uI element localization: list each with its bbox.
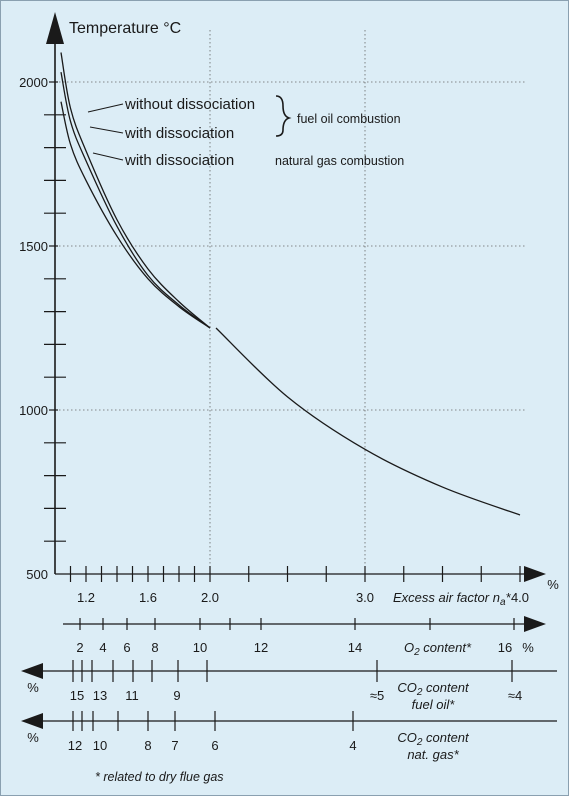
series-line-1 bbox=[60, 72, 211, 329]
footnote: * related to dry flue gas bbox=[95, 770, 224, 784]
legend: without dissociation with dissociation w… bbox=[87, 95, 404, 169]
leader-line-2 bbox=[89, 126, 124, 134]
y-tick-label-2000: 2000 bbox=[19, 75, 48, 90]
o2-tick-label-3: 8 bbox=[151, 640, 158, 655]
co2-gas-axis-unit: % bbox=[27, 730, 39, 745]
o2-tick-label-5: 12 bbox=[254, 640, 268, 655]
co2o-tick-label-1: 13 bbox=[93, 688, 107, 703]
co2-gas-label-b: content bbox=[422, 730, 470, 745]
series-line-2 bbox=[60, 101, 211, 329]
legend-with-dissociation-oil: with dissociation bbox=[124, 125, 234, 142]
legend-brace bbox=[275, 95, 292, 137]
co2g-tick-label-2: 8 bbox=[144, 738, 151, 753]
legend-without-dissociation: without dissociation bbox=[124, 96, 255, 113]
co2-gas-axis-title-line2: nat. gas* bbox=[407, 747, 459, 762]
excess-air-label-sub: a bbox=[500, 597, 506, 608]
co2-gas-axis: 12 10 8 7 6 4 % CO2 content nat. gas* bbox=[21, 711, 557, 762]
o2-axis-tick-labels: 2 4 6 8 10 12 14 16 bbox=[76, 640, 512, 655]
co2o-tick-label-0: 15 bbox=[70, 688, 84, 703]
y-tick-label-1500: 1500 bbox=[19, 239, 48, 254]
y-axis-ticks: 500 1000 1500 2000 bbox=[19, 75, 66, 582]
o2-tick-label-0: 2 bbox=[76, 640, 83, 655]
o2-tick-label-7: 16 bbox=[498, 640, 512, 655]
excess-air-axis-tick-labels: 1.2 1.6 2.0 3.0 4.0 bbox=[77, 590, 529, 605]
co2o-tick-label-3: 9 bbox=[173, 688, 180, 703]
co2g-tick-label-3: 7 bbox=[171, 738, 178, 753]
co2-gas-label-a: CO bbox=[397, 730, 417, 745]
co2-oil-label-b: content bbox=[422, 680, 470, 695]
co2-oil-axis-title-line2: fuel oil* bbox=[412, 697, 456, 712]
ea-tick-label-3: 3.0 bbox=[356, 590, 374, 605]
co2g-tick-label-5: 4 bbox=[349, 738, 356, 753]
o2-tick-label-4: 10 bbox=[193, 640, 207, 655]
o2-label-suffix: content* bbox=[420, 640, 472, 655]
ea-tick-label-2: 2.0 bbox=[201, 590, 219, 605]
co2g-tick-label-0: 12 bbox=[68, 738, 82, 753]
co2-oil-axis: 15 13 11 9 ≈5 ≈4 % CO2 content fuel oil* bbox=[21, 660, 557, 712]
excess-air-axis-arrow bbox=[524, 566, 546, 582]
co2g-tick-label-4: 6 bbox=[211, 738, 218, 753]
o2-axis-unit: % bbox=[522, 640, 534, 655]
co2-gas-axis-arrow bbox=[21, 713, 43, 729]
ea-tick-label-4: 4.0 bbox=[511, 590, 529, 605]
o2-tick-label-2: 6 bbox=[123, 640, 130, 655]
excess-air-label-suffix: * bbox=[506, 590, 512, 605]
excess-air-axis-unit: % bbox=[547, 577, 559, 592]
legend-group-natural-gas: natural gas combustion bbox=[275, 154, 404, 168]
ea-tick-label-0: 1.2 bbox=[77, 590, 95, 605]
grid-lines bbox=[55, 30, 527, 574]
y-tick-label-1000: 1000 bbox=[19, 403, 48, 418]
leader-line-3 bbox=[92, 152, 124, 161]
y-axis-title: Temperature °C bbox=[69, 20, 181, 37]
y-axis: Temperature °C bbox=[46, 12, 181, 574]
co2g-tick-label-1: 10 bbox=[93, 738, 107, 753]
temperature-curves bbox=[60, 52, 521, 516]
co2-gas-axis-title-line1: CO2 content bbox=[397, 730, 470, 748]
bottom-axes: 1.2 1.6 2.0 3.0 4.0 % Excess air factor na * … bbox=[21, 566, 559, 784]
co2-oil-label-sub: 2 bbox=[416, 687, 423, 698]
co2o-tick-label-2: 11 bbox=[125, 688, 139, 703]
o2-label-sub: 2 bbox=[413, 647, 420, 658]
o2-tick-label-6: 14 bbox=[348, 640, 362, 655]
co2-gas-axis-ticks bbox=[72, 711, 354, 731]
y-tick-label-500: 500 bbox=[26, 567, 48, 582]
excess-air-label: Excess air factor n bbox=[393, 590, 500, 605]
o2-axis-ticks bbox=[79, 618, 515, 630]
co2-oil-axis-ticks bbox=[72, 660, 513, 682]
co2o-tick-label-4: ≈5 bbox=[370, 688, 384, 703]
o2-axis-arrow bbox=[524, 616, 546, 632]
ea-tick-label-1: 1.6 bbox=[139, 590, 157, 605]
series-line-0 bbox=[60, 52, 211, 329]
legend-with-dissociation-gas: with dissociation bbox=[124, 152, 234, 169]
co2-oil-axis-title-line1: CO2 content bbox=[397, 680, 470, 698]
excess-air-axis-ticks bbox=[69, 566, 521, 582]
leader-line-1 bbox=[87, 103, 124, 113]
co2-oil-label-a: CO bbox=[397, 680, 417, 695]
co2-oil-axis-arrow bbox=[21, 663, 43, 679]
excess-air-axis: 1.2 1.6 2.0 3.0 4.0 % Excess air factor na* bbox=[55, 566, 559, 608]
series-line-3 bbox=[215, 327, 521, 516]
co2o-tick-label-5: ≈4 bbox=[508, 688, 522, 703]
legend-group-fuel-oil: fuel oil combustion bbox=[297, 112, 401, 126]
o2-label: O bbox=[404, 640, 414, 655]
co2-gas-label-sub: 2 bbox=[416, 737, 423, 748]
co2-oil-axis-tick-labels: 15 13 11 9 ≈5 ≈4 bbox=[70, 688, 522, 703]
o2-axis-title: O2 content* bbox=[404, 640, 472, 658]
excess-air-axis-title: Excess air factor na* bbox=[393, 590, 512, 608]
y-axis-arrow bbox=[46, 12, 64, 44]
co2-oil-axis-unit: % bbox=[27, 680, 39, 695]
o2-axis: 2 4 6 8 10 12 14 16 % O2 content* bbox=[63, 616, 546, 658]
co2-gas-axis-tick-labels: 12 10 8 7 6 4 bbox=[68, 738, 357, 753]
o2-tick-label-1: 4 bbox=[99, 640, 106, 655]
